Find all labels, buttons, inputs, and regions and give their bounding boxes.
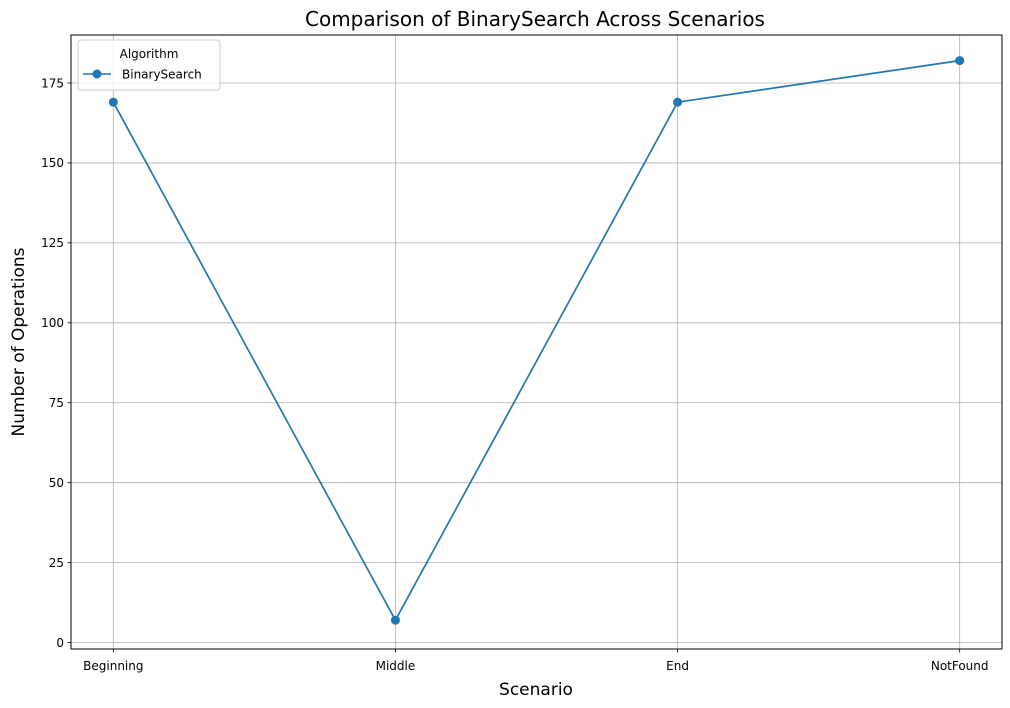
legend-box <box>77 39 221 91</box>
x-tick-label: NotFound <box>931 659 989 673</box>
grid <box>71 35 1002 649</box>
y-axis-label: Number of Operations <box>9 247 29 436</box>
legend-series-label: BinarySearch <box>122 68 202 82</box>
data-point <box>955 56 965 66</box>
y-tick-label: 175 <box>41 76 64 90</box>
series-line <box>112 59 960 622</box>
x-axis-label: Scenario <box>499 680 573 700</box>
y-tick-label: 150 <box>41 156 64 170</box>
data-point <box>673 97 683 107</box>
x-tick-label: End <box>666 659 689 673</box>
data-point <box>390 615 400 625</box>
legend: Algorithm BinarySearch <box>77 39 221 91</box>
chart-title: Comparison of BinarySearch Across Scenar… <box>305 7 765 31</box>
plot-frame <box>70 34 1003 650</box>
x-tick-label: Beginning <box>83 659 143 673</box>
y-tick-label: 50 <box>49 476 64 490</box>
x-axis: Beginning Middle End NotFound <box>83 649 989 673</box>
y-tick-label: 25 <box>49 556 64 570</box>
y-tick-label: 0 <box>56 636 64 650</box>
data-point <box>108 97 118 107</box>
x-tick-label: Middle <box>376 659 416 673</box>
y-axis: 0 25 50 75 100 125 150 175 <box>41 76 71 650</box>
y-tick-label: 100 <box>41 316 64 330</box>
legend-marker <box>92 69 102 79</box>
y-tick-label: 125 <box>41 236 64 250</box>
legend-title: Algorithm <box>120 47 179 61</box>
series-layer <box>108 56 965 625</box>
y-tick-label: 75 <box>49 396 64 410</box>
